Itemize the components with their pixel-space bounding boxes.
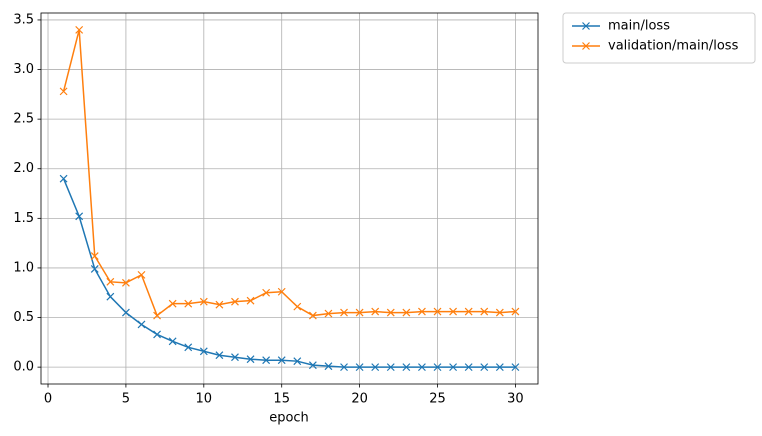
x-tick-label: 20 <box>351 392 368 407</box>
marker <box>433 363 442 372</box>
marker <box>511 363 520 372</box>
series-line <box>62 29 516 317</box>
marker <box>199 297 208 306</box>
marker <box>480 363 489 372</box>
marker <box>386 308 395 317</box>
y-tick-label: 3.5 <box>13 12 34 27</box>
marker <box>511 307 520 316</box>
marker <box>324 309 333 318</box>
marker <box>90 265 99 273</box>
marker <box>495 363 504 372</box>
series-line <box>62 178 516 368</box>
marker <box>386 363 395 372</box>
marker <box>137 320 146 329</box>
marker <box>464 307 473 316</box>
y-tick-label: 1.0 <box>13 260 34 275</box>
marker <box>106 277 115 286</box>
marker <box>371 307 380 316</box>
marker <box>106 292 115 301</box>
y-tick-label: 3.0 <box>13 62 34 77</box>
marker <box>418 363 426 372</box>
y-tick-label: 0.0 <box>13 360 34 375</box>
marker <box>402 363 411 372</box>
marker <box>277 356 286 365</box>
marker <box>308 311 317 320</box>
marker <box>495 308 504 317</box>
marker <box>262 288 271 297</box>
marker <box>215 300 224 309</box>
marker <box>184 343 193 352</box>
marker <box>308 361 317 370</box>
x-tick-label: 25 <box>429 392 446 407</box>
marker <box>433 307 442 316</box>
y-tick-label: 0.5 <box>13 310 34 325</box>
marker <box>121 308 130 317</box>
marker <box>418 307 426 316</box>
x-tick-label: 10 <box>196 392 213 407</box>
x-tick-label: 5 <box>122 392 130 407</box>
marker <box>153 311 161 320</box>
marker <box>293 357 302 366</box>
marker <box>464 363 473 372</box>
marker <box>449 363 458 372</box>
marker <box>168 337 177 346</box>
marker <box>75 25 84 34</box>
plot-frame <box>40 12 539 385</box>
marker <box>340 363 348 372</box>
marker <box>59 87 68 96</box>
legend-label: main/loss <box>608 19 670 34</box>
marker <box>449 307 458 316</box>
x-tick-label: 15 <box>273 392 290 407</box>
marker <box>90 252 99 260</box>
marker <box>277 287 286 296</box>
marker <box>355 363 364 372</box>
marker <box>371 363 380 372</box>
legend-label: validation/main/loss <box>608 39 739 54</box>
marker <box>137 270 146 279</box>
marker <box>168 299 177 308</box>
y-tick-label: 2.0 <box>13 161 34 176</box>
marker <box>231 297 239 306</box>
legend-marker <box>582 22 590 30</box>
marker <box>153 330 161 339</box>
marker <box>402 308 411 317</box>
marker <box>199 347 208 356</box>
marker <box>340 308 348 317</box>
x-tick-label: 30 <box>507 392 524 407</box>
x-tick-label: 0 <box>44 392 52 407</box>
marker <box>480 307 489 316</box>
marker <box>121 278 130 287</box>
marker <box>184 299 193 308</box>
marker <box>246 355 255 364</box>
marker <box>355 308 364 317</box>
marker <box>262 356 271 365</box>
y-tick-label: 1.5 <box>13 211 34 226</box>
marker <box>324 362 333 371</box>
legend-marker <box>582 42 590 50</box>
marker <box>59 174 68 183</box>
x-axis-label: epoch <box>269 411 309 426</box>
marker <box>231 353 239 362</box>
marker <box>215 351 224 360</box>
marker <box>293 302 302 311</box>
legend-box <box>562 12 756 64</box>
y-tick-label: 2.5 <box>13 112 34 127</box>
marker <box>246 296 255 305</box>
marker <box>75 212 84 221</box>
